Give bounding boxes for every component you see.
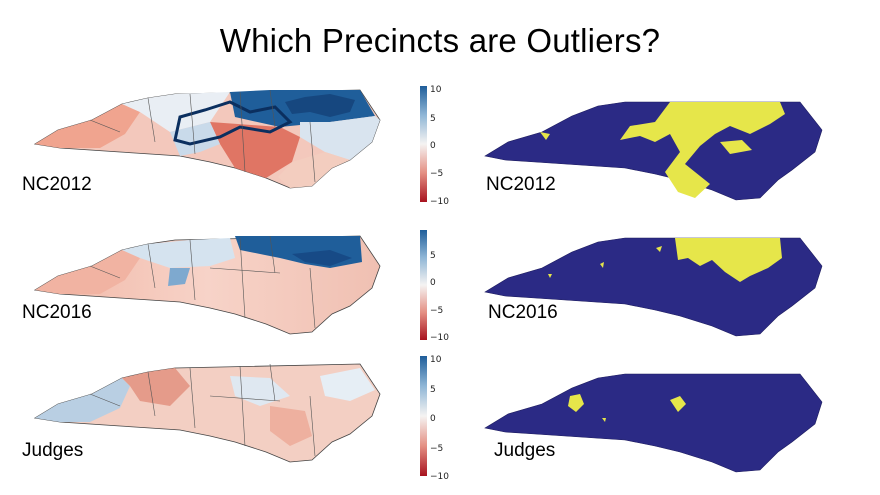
colorbar-tick: −5 [430,169,443,179]
page-title: Which Precincts are Outliers? [219,22,661,59]
colorbar-tick: 0 [430,414,436,424]
nc2012-colorbar: 10 5 0 −5 −10 [420,85,449,207]
judges-colorbar: 10 5 0 −5 −10 [420,355,449,482]
colorbar-tick: −10 [430,197,449,207]
colorbar-tick: 10 [430,355,442,365]
row1-left-label: NC2012 [22,174,92,195]
judges-difference-map [33,363,381,463]
nc2012-difference-map [33,89,381,189]
colorbar-tick: 5 [430,385,436,395]
nc2012-outlier-map [484,101,823,201]
colorbar-tick: −5 [430,444,443,454]
nc2016-difference-map [33,235,381,335]
row2-left-label: NC2016 [22,302,92,323]
nc2016-colorbar: 5 0 −5 −10 [420,230,449,343]
colorbar-tick: 0 [430,278,436,288]
colorbar-tick: −10 [430,472,449,482]
colorbar-tick: 5 [430,114,436,124]
colorbar-tick: 5 [430,251,436,261]
colorbar-tick: −10 [430,333,449,343]
row3-right-label: Judges [494,440,556,461]
nc2016-outlier-map [484,237,823,337]
judges-outlier-map [484,373,823,473]
row1-right-label: NC2012 [486,174,556,195]
colorbar-tick: −5 [430,306,443,316]
row2-right-label: NC2016 [488,302,558,323]
colorbar-tick: 0 [430,141,436,151]
colorbar-tick: 10 [430,85,442,95]
row3-left-label: Judges [22,440,84,461]
